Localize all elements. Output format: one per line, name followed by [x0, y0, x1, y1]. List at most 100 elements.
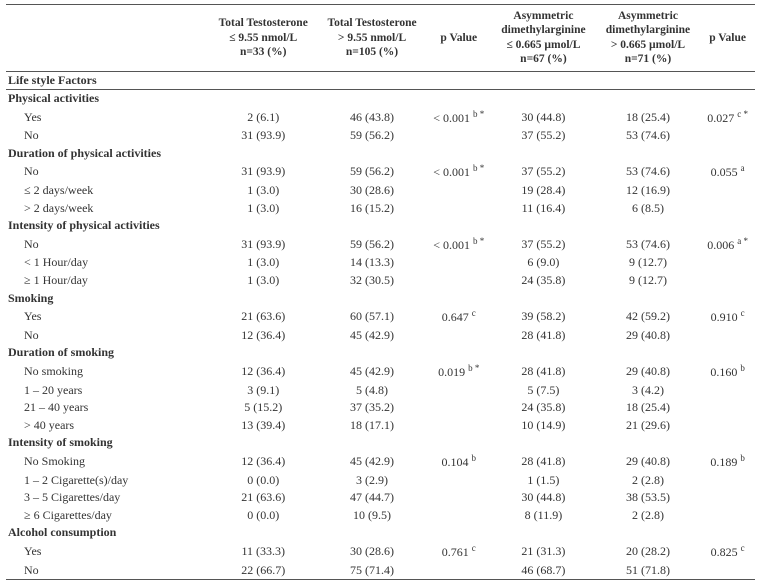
table-row: No Smoking12 (36.4)45 (42.9)0.104 b28 (4… — [6, 452, 755, 472]
cell-adma-high: 18 (25.4) — [596, 399, 701, 417]
p-superscript: b — [472, 453, 477, 463]
cell-adma-low: 21 (31.3) — [491, 542, 596, 562]
table-row: No12 (36.4)45 (42.9)28 (41.8)29 (40.8) — [6, 327, 755, 345]
cell-adma-high: 2 (2.8) — [596, 472, 701, 490]
cell-tt-high: 10 (9.5) — [318, 507, 427, 525]
cell-tt-low: 11 (33.3) — [209, 542, 318, 562]
cell-tt-low: 31 (93.9) — [209, 235, 318, 255]
cell-p1: 0.647 c — [426, 307, 491, 327]
row-label: No Smoking — [6, 452, 209, 472]
cell-tt-low: 21 (63.6) — [209, 307, 318, 327]
cell-p1 — [426, 489, 491, 507]
group-title: Intensity of smoking — [6, 434, 755, 452]
cell-adma-high: 29 (40.8) — [596, 362, 701, 382]
cell-adma-low: 28 (41.8) — [491, 327, 596, 345]
cell-tt-low: 2 (6.1) — [209, 108, 318, 128]
cell-p2: 0.160 b — [700, 362, 755, 382]
cell-tt-low: 5 (15.2) — [209, 399, 318, 417]
cell-p1: 0.104 b — [426, 452, 491, 472]
p-superscript: c — [472, 308, 476, 318]
cell-p2: 0.189 b — [700, 452, 755, 472]
cell-p2 — [700, 254, 755, 272]
cell-p1 — [426, 272, 491, 290]
group-title: Smoking — [6, 290, 755, 308]
cell-adma-high: 53 (74.6) — [596, 162, 701, 182]
cell-p1: < 0.001 b * — [426, 108, 491, 128]
group-title: Physical activities — [6, 90, 755, 108]
cell-adma-low: 1 (1.5) — [491, 472, 596, 490]
cell-p2 — [700, 417, 755, 435]
table-row: 1 – 2 Cigarette(s)/day0 (0.0)3 (2.9)1 (1… — [6, 472, 755, 490]
table-row: Yes11 (33.3)30 (28.6)0.761 c21 (31.3)20 … — [6, 542, 755, 562]
cell-adma-high: 53 (74.6) — [596, 235, 701, 255]
cell-p2 — [700, 399, 755, 417]
cell-p1 — [426, 382, 491, 400]
cell-adma-low: 37 (55.2) — [491, 162, 596, 182]
cell-adma-low: 24 (35.8) — [491, 272, 596, 290]
p-superscript: b * — [473, 163, 484, 173]
cell-adma-low: 8 (11.9) — [491, 507, 596, 525]
cell-p1 — [426, 254, 491, 272]
cell-tt-high: 60 (57.1) — [318, 307, 427, 327]
cell-p2 — [700, 489, 755, 507]
row-label: No — [6, 127, 209, 145]
cell-p1: 0.019 b * — [426, 362, 491, 382]
row-label: No smoking — [6, 362, 209, 382]
table-row: ≥ 1 Hour/day1 (3.0)32 (30.5)24 (35.8)9 (… — [6, 272, 755, 290]
group-title-row: Duration of physical activities — [6, 145, 755, 163]
cell-adma-low: 37 (55.2) — [491, 127, 596, 145]
cell-p2: 0.825 c — [700, 542, 755, 562]
cell-tt-high: 45 (42.9) — [318, 362, 427, 382]
table-row: No31 (93.9)59 (56.2)< 0.001 b *37 (55.2)… — [6, 162, 755, 182]
cell-tt-high: 75 (71.4) — [318, 562, 427, 580]
table-row: > 2 days/week1 (3.0)16 (15.2)11 (16.4)6 … — [6, 200, 755, 218]
row-label: No — [6, 327, 209, 345]
row-label: ≥ 6 Cigarettes/day — [6, 507, 209, 525]
cell-p1 — [426, 127, 491, 145]
group-title: Alcohol consumption — [6, 524, 755, 542]
row-label: No — [6, 162, 209, 182]
cell-adma-low: 6 (9.0) — [491, 254, 596, 272]
cell-adma-high: 29 (40.8) — [596, 452, 701, 472]
group-title-row: Intensity of physical activities — [6, 217, 755, 235]
p-superscript: b — [740, 453, 745, 463]
cell-adma-high: 29 (40.8) — [596, 327, 701, 345]
cell-p1 — [426, 472, 491, 490]
cell-adma-low: 30 (44.8) — [491, 108, 596, 128]
cell-p1: < 0.001 b * — [426, 235, 491, 255]
table-row: No smoking12 (36.4)45 (42.9)0.019 b *28 … — [6, 362, 755, 382]
cell-p2 — [700, 562, 755, 580]
cell-tt-high: 14 (13.3) — [318, 254, 427, 272]
cell-adma-high: 6 (8.5) — [596, 200, 701, 218]
cell-adma-high: 2 (2.8) — [596, 507, 701, 525]
cell-p2 — [700, 200, 755, 218]
cell-p1 — [426, 399, 491, 417]
cell-p1: < 0.001 b * — [426, 162, 491, 182]
p-superscript: b * — [473, 236, 484, 246]
row-label: Yes — [6, 542, 209, 562]
table-row: ≤ 2 days/week1 (3.0)30 (28.6)19 (28.4)12… — [6, 182, 755, 200]
table-row: No31 (93.9)59 (56.2)37 (55.2)53 (74.6) — [6, 127, 755, 145]
p-superscript: c — [741, 308, 745, 318]
row-label: No — [6, 235, 209, 255]
cell-adma-low: 24 (35.8) — [491, 399, 596, 417]
cell-adma-low: 11 (16.4) — [491, 200, 596, 218]
cell-p2 — [700, 382, 755, 400]
table-row: Yes21 (63.6)60 (57.1)0.647 c39 (58.2)42 … — [6, 307, 755, 327]
cell-tt-low: 3 (9.1) — [209, 382, 318, 400]
cell-p2 — [700, 272, 755, 290]
cell-tt-low: 12 (36.4) — [209, 362, 318, 382]
p-superscript: c * — [737, 109, 748, 119]
cell-tt-high: 30 (28.6) — [318, 542, 427, 562]
cell-tt-high: 30 (28.6) — [318, 182, 427, 200]
cell-p2: 0.027 c * — [700, 108, 755, 128]
cell-tt-high: 45 (42.9) — [318, 327, 427, 345]
header-tt-low: Total Testosterone≤ 9.55 nmol/Ln=33 (%) — [209, 5, 318, 72]
cell-adma-low: 46 (68.7) — [491, 562, 596, 580]
cell-p1 — [426, 562, 491, 580]
cell-adma-high: 53 (74.6) — [596, 127, 701, 145]
cell-tt-low: 12 (36.4) — [209, 452, 318, 472]
cell-adma-low: 39 (58.2) — [491, 307, 596, 327]
table-body: Life style FactorsPhysical activitiesYes… — [6, 71, 755, 580]
cell-adma-high: 3 (4.2) — [596, 382, 701, 400]
